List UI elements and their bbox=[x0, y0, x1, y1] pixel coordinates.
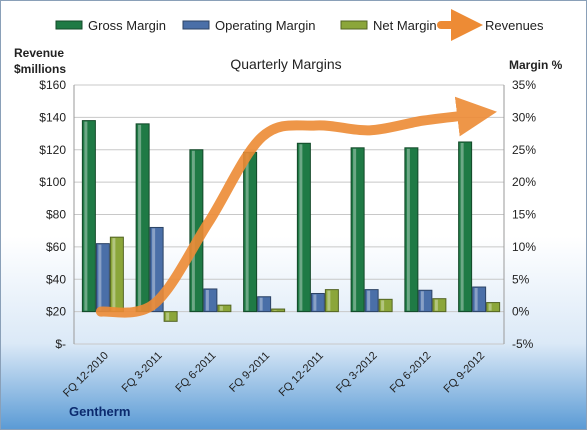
left-tick-label: $60 bbox=[46, 240, 66, 254]
bar-operating-margin bbox=[418, 289, 433, 313]
right-tick-label: 30% bbox=[512, 110, 536, 124]
bar-highlight bbox=[434, 299, 438, 311]
bar-highlight bbox=[166, 312, 170, 321]
bar-net-margin bbox=[486, 302, 501, 313]
bar-highlight bbox=[353, 148, 357, 311]
bar-highlight bbox=[219, 306, 223, 311]
bar-highlight bbox=[460, 142, 464, 311]
bar-highlight bbox=[474, 288, 478, 311]
legend-swatch-gross-margin bbox=[55, 20, 83, 30]
bar-net-margin bbox=[432, 298, 447, 313]
left-tick-label: $160 bbox=[39, 78, 66, 92]
bar-net-margin bbox=[271, 308, 286, 313]
bar-highlight bbox=[406, 148, 410, 311]
bar-highlight bbox=[84, 121, 88, 311]
bar-highlight bbox=[488, 303, 492, 311]
legend-swatch-net-margin bbox=[340, 20, 368, 30]
left-tick-label: $100 bbox=[39, 175, 66, 189]
bar-operating-margin bbox=[472, 286, 487, 313]
bar-net-margin bbox=[109, 236, 124, 313]
right-tick-label: 20% bbox=[512, 175, 536, 189]
legend-label-revenues: Revenues bbox=[485, 18, 544, 33]
category-label: FQ 12-2010 bbox=[61, 350, 111, 400]
left-tick-label: $80 bbox=[46, 208, 66, 222]
right-tick-label: 10% bbox=[512, 240, 536, 254]
legend: Gross Margin Operating Margin Net Margin Re… bbox=[55, 9, 544, 41]
right-axis-label: Margin % bbox=[509, 58, 563, 72]
category-label: FQ 9-2012 bbox=[442, 350, 488, 396]
left-tick-label: $120 bbox=[39, 143, 66, 157]
legend-label-gross-margin: Gross Margin bbox=[88, 18, 166, 33]
left-axis-label-line2: $millions bbox=[14, 62, 66, 76]
bar-gross-margin bbox=[81, 120, 96, 313]
company-label: Gentherm bbox=[69, 404, 130, 419]
category-label: FQ 12-2011 bbox=[277, 350, 326, 399]
legend-swatch-operating-margin bbox=[182, 20, 210, 30]
right-tick-label: 0% bbox=[512, 305, 530, 319]
bar-highlight bbox=[327, 290, 331, 311]
bar-net-margin bbox=[163, 311, 178, 322]
chart-title: Quarterly Margins bbox=[230, 56, 341, 72]
left-tick-label: $- bbox=[55, 337, 66, 351]
bar-gross-margin bbox=[243, 151, 258, 313]
left-tick-label: $20 bbox=[46, 305, 66, 319]
category-label: FQ 6-2011 bbox=[173, 350, 218, 395]
category-label: FQ 3-2011 bbox=[120, 350, 165, 395]
left-tick-label: $140 bbox=[39, 110, 66, 124]
bar-highlight bbox=[367, 290, 371, 311]
bar-net-margin bbox=[324, 289, 339, 313]
bar-highlight bbox=[245, 153, 249, 311]
bar-operating-margin bbox=[95, 243, 110, 313]
category-label: FQ 3-2012 bbox=[334, 350, 380, 396]
bar-highlight bbox=[98, 244, 102, 311]
legend-label-operating-margin: Operating Margin bbox=[215, 18, 315, 33]
bar-highlight bbox=[273, 310, 277, 311]
bar-highlight bbox=[381, 300, 385, 311]
bars bbox=[81, 120, 501, 322]
bar-operating-margin bbox=[203, 288, 218, 313]
bar-net-margin bbox=[378, 298, 393, 313]
bar-gross-margin bbox=[458, 141, 473, 313]
bar-gross-margin bbox=[135, 123, 150, 313]
bar-highlight bbox=[205, 289, 209, 311]
left-tick-label: $40 bbox=[46, 272, 66, 286]
right-tick-label: 5% bbox=[512, 272, 530, 286]
bar-operating-margin bbox=[257, 296, 272, 313]
category-label: FQ 6-2012 bbox=[388, 350, 434, 396]
bar-highlight bbox=[259, 297, 263, 311]
right-tick-label: 15% bbox=[512, 208, 536, 222]
bar-highlight bbox=[152, 228, 156, 311]
bar-operating-margin bbox=[310, 292, 325, 313]
bar-gross-margin bbox=[296, 142, 311, 313]
bar-highlight bbox=[138, 124, 142, 311]
right-tick-label: -5% bbox=[512, 337, 534, 351]
left-axis-label-line1: Revenue bbox=[14, 46, 64, 60]
legend-label-net-margin: Net Margin bbox=[373, 18, 437, 33]
revenue-line bbox=[95, 96, 497, 318]
revenue-line-path bbox=[95, 96, 497, 318]
bar-highlight bbox=[112, 238, 116, 311]
bar-highlight bbox=[299, 144, 303, 311]
right-tick-label: 25% bbox=[512, 143, 536, 157]
bar-gross-margin bbox=[404, 147, 419, 313]
bar-highlight bbox=[313, 294, 317, 311]
bar-operating-margin bbox=[149, 226, 164, 313]
right-tick-label: 35% bbox=[512, 78, 536, 92]
bar-gross-margin bbox=[350, 147, 365, 313]
bar-net-margin bbox=[217, 304, 232, 313]
bar-highlight bbox=[420, 291, 424, 311]
category-label: FQ 9-2011 bbox=[227, 350, 272, 395]
bar-operating-margin bbox=[364, 289, 379, 313]
bar-highlight bbox=[191, 150, 195, 311]
